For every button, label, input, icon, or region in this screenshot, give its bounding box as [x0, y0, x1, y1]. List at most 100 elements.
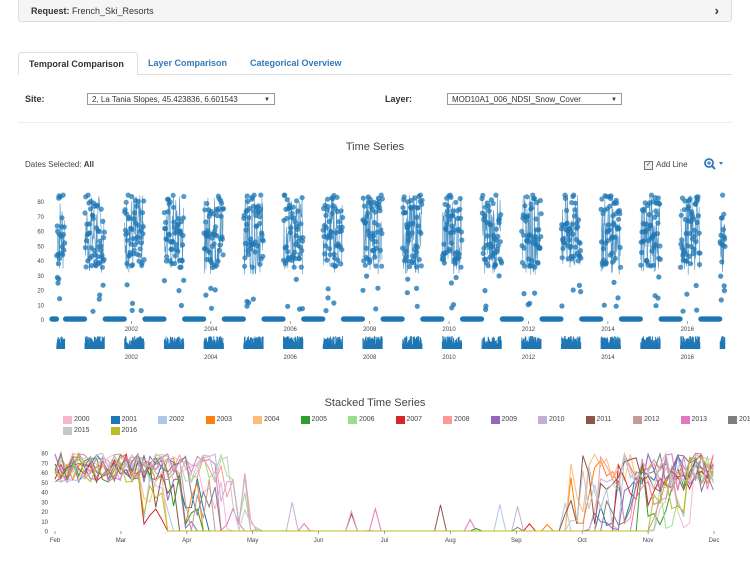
data-point: [639, 249, 645, 256]
legend-label[interactable]: 2000: [74, 416, 90, 423]
data-point: [379, 263, 385, 269]
data-point: [87, 206, 94, 212]
data-point: [292, 219, 298, 225]
data-point: [577, 240, 583, 246]
legend-label[interactable]: 2003: [216, 416, 233, 423]
legend-label[interactable]: 2001: [121, 416, 138, 423]
data-point: [240, 316, 246, 322]
data-point: [406, 233, 412, 240]
stacked-title: Stacked Time Series: [324, 397, 426, 409]
legend-swatch[interactable]: [63, 416, 72, 424]
data-point: [241, 212, 247, 218]
data-point: [441, 260, 447, 266]
legend-swatch[interactable]: [490, 416, 500, 424]
brush-context-chart[interactable]: 2002 2004 2006 2008 2010 2012 2014 2016: [0, 334, 750, 364]
tab-categorical-overview[interactable]: Categorical Overview: [250, 58, 342, 68]
x-tick-label: 2006: [284, 327, 298, 332]
x-tick-label: Feb: [50, 538, 61, 544]
data-point: [445, 212, 451, 218]
legend-label[interactable]: 2012: [644, 416, 660, 423]
data-point: [498, 212, 504, 218]
data-point: [99, 264, 105, 270]
data-point: [90, 308, 96, 314]
data-point: [654, 231, 661, 237]
data-point: [129, 300, 136, 306]
data-point: [129, 226, 135, 232]
tab-temporal-comparison[interactable]: Temporal Comparison: [18, 52, 138, 75]
data-point: [521, 232, 527, 238]
legend-label[interactable]: 2006: [359, 416, 375, 423]
data-point: [531, 195, 538, 202]
data-point: [140, 231, 146, 237]
data-point: [456, 251, 462, 257]
legend-swatch[interactable]: [110, 427, 120, 435]
legend-swatch[interactable]: [158, 416, 167, 424]
legend-label[interactable]: 2007: [406, 416, 423, 423]
zoom-icon[interactable]: [703, 157, 725, 171]
legend-swatch[interactable]: [300, 416, 310, 424]
legend-swatch[interactable]: [110, 416, 120, 424]
request-bar[interactable]: Request: French_Ski_Resorts ›: [18, 0, 732, 22]
legend-label[interactable]: 2011: [596, 416, 612, 423]
legend-label[interactable]: 2008: [454, 416, 470, 423]
data-point: [495, 233, 501, 240]
data-point: [216, 205, 222, 212]
data-point: [450, 208, 456, 214]
site-select[interactable]: 2, La Tania Slopes, 45.423836, 6.601543 ▼: [87, 93, 275, 105]
legend-swatch[interactable]: [443, 416, 452, 424]
data-point: [300, 235, 306, 241]
legend-label[interactable]: 2004: [264, 416, 280, 423]
legend-label[interactable]: 2016: [121, 427, 138, 434]
data-point: [524, 194, 530, 200]
data-point: [496, 220, 502, 226]
data-point: [323, 225, 329, 231]
data-point: [373, 245, 379, 251]
tab-layer-comparison[interactable]: Layer Comparison: [148, 58, 228, 68]
legend-label[interactable]: 2015: [74, 427, 90, 434]
data-point: [161, 278, 167, 284]
data-point: [260, 253, 266, 259]
data-point: [406, 237, 412, 244]
data-point: [208, 305, 215, 311]
legend-swatch[interactable]: [538, 416, 547, 424]
layer-select[interactable]: MOD10A1_006_NDSI_Snow_Cover ▼: [447, 93, 622, 105]
legend-swatch[interactable]: [395, 416, 405, 424]
legend-swatch[interactable]: [680, 416, 690, 424]
legend-label[interactable]: 2010: [549, 416, 565, 423]
legend-swatch[interactable]: [585, 416, 595, 424]
data-point: [643, 229, 649, 235]
data-point: [537, 245, 543, 251]
request-value: French_Ski_Resorts: [72, 6, 154, 16]
legend-swatch[interactable]: [63, 427, 72, 435]
series-line: [362, 195, 383, 275]
legend-swatch[interactable]: [253, 416, 262, 424]
data-point: [405, 276, 411, 282]
chevron-right-icon[interactable]: ›: [714, 3, 719, 18]
data-point: [687, 196, 693, 202]
data-point: [418, 230, 424, 236]
legend-swatch[interactable]: [205, 416, 215, 424]
legend-label[interactable]: 2014: [739, 416, 750, 423]
data-point: [295, 208, 301, 214]
data-point: [219, 236, 225, 242]
add-line-checkbox[interactable]: ✓: [644, 161, 653, 170]
data-point: [214, 213, 220, 219]
legend-label[interactable]: 2002: [169, 416, 185, 423]
legend-label[interactable]: 2009: [501, 416, 518, 423]
data-point: [202, 207, 208, 213]
legend-label[interactable]: 2005: [311, 416, 328, 423]
data-point: [655, 195, 661, 201]
legend-swatch[interactable]: [633, 416, 642, 424]
data-point: [280, 316, 286, 322]
legend-swatch[interactable]: [348, 416, 357, 424]
stacked-chart[interactable]: 80 70 60 50 40 30 20 10 0 Feb Mar Apr May Jun Jul Aug S…: [0, 444, 750, 544]
data-point: [55, 280, 61, 286]
data-point: [693, 282, 699, 289]
context-x-tick-label: 2004: [204, 355, 218, 361]
data-point: [98, 206, 104, 212]
legend-label[interactable]: 2013: [691, 416, 708, 423]
data-point: [561, 235, 567, 241]
legend-swatch[interactable]: [728, 416, 737, 424]
data-point: [365, 228, 371, 234]
